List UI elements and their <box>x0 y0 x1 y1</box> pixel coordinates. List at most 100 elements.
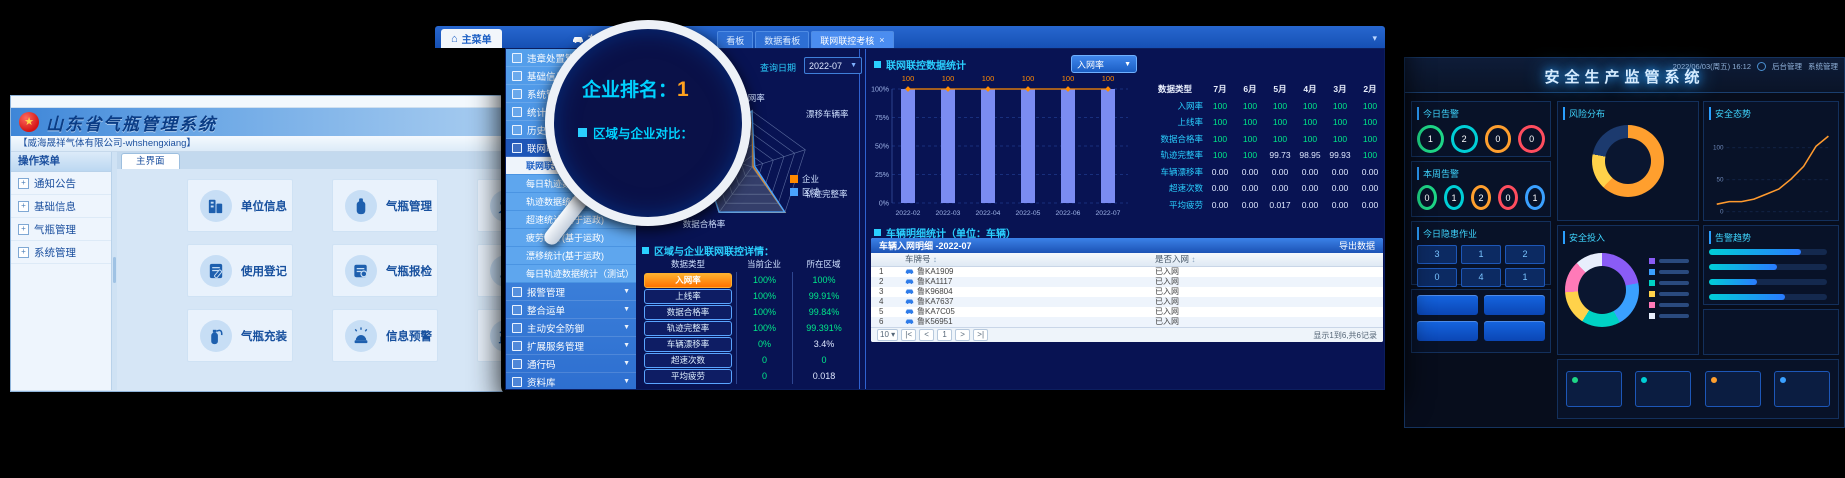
left-app-content: 单位信息 气瓶管理 使用登记 气瓶报检 气瓶充装 信息预警 <box>117 169 508 390</box>
month-col-header: 2月 <box>1363 84 1377 94</box>
center-sidebar-item-7[interactable]: 整合运单 ▼ <box>506 301 636 319</box>
center-sidebar-item-6[interactable]: 报警管理 ▼ <box>506 283 636 301</box>
vehicle-row-5[interactable]: 6 鲁K56951 已入网 <box>871 317 1383 327</box>
work-tile-1[interactable]: 1 <box>1461 245 1501 264</box>
top-tab-1[interactable]: 数据看板 <box>755 31 810 48</box>
expand-plus-icon[interactable]: + <box>18 200 29 212</box>
legend-color-icon <box>1649 301 1655 308</box>
tab-main-menu[interactable]: ⌂ 主菜单 <box>441 29 502 48</box>
hbar-0 <box>1709 249 1801 255</box>
metric-pill[interactable]: 轨迹完整率 <box>644 320 732 336</box>
metric-pill[interactable]: 入网率 <box>644 272 732 288</box>
work-tile-5[interactable]: 1 <box>1505 268 1545 287</box>
metric-pill[interactable]: 上线率 <box>644 288 732 304</box>
register-icon <box>200 254 232 287</box>
svg-text:100: 100 <box>982 74 995 83</box>
right-app-menu[interactable]: 系统管理 <box>1808 62 1838 71</box>
feature-card-0[interactable]: 单位信息 <box>187 179 293 232</box>
center-sidebar-item-label: 联网联控 <box>527 143 566 155</box>
feature-card-1[interactable]: 气瓶管理 <box>332 179 438 232</box>
feature-card-5[interactable]: 信息预警 <box>332 309 438 362</box>
center-sidebar-subitem-5-6[interactable]: 每日轨迹数据统计（测试） <box>506 265 636 283</box>
hbar-track-0 <box>1709 249 1827 255</box>
stat-chip-0[interactable] <box>1565 371 1622 407</box>
center-sidebar-item-11[interactable]: 资料库 ▼ <box>506 373 636 389</box>
vehicle-row-1[interactable]: 2 鲁KA1117 已入网 <box>871 277 1383 287</box>
feature-card-2[interactable]: 使用登记 <box>187 244 293 297</box>
alarm-ring-1: 2 <box>1450 125 1478 153</box>
metric-pill[interactable]: 数据合格率 <box>644 304 732 320</box>
last-page-button[interactable]: >| <box>973 329 989 341</box>
cylinder-icon <box>345 189 377 222</box>
month-value: 0.00 <box>1271 183 1289 193</box>
expand-plus-icon[interactable]: + <box>18 177 29 189</box>
metric-pill[interactable]: 平均疲劳 <box>644 368 732 384</box>
legend-row-0 <box>1649 257 1689 264</box>
feature-card-3[interactable]: 气瓶报检 <box>332 244 438 297</box>
company-value: 100% <box>736 320 792 336</box>
row-number: 1 <box>879 267 884 276</box>
network-status: 已入网 <box>1155 267 1179 276</box>
current-page[interactable]: 1 <box>937 329 953 341</box>
center-sidebar-item-10[interactable]: 通行码 ▼ <box>506 355 636 373</box>
prev-page-button[interactable]: < <box>919 329 935 341</box>
metric-pill[interactable]: 超速次数 <box>644 352 732 368</box>
month-value: 100 <box>1272 133 1288 144</box>
page-size-select[interactable]: 10 ▾ <box>877 329 899 341</box>
export-button[interactable]: 导出数据 <box>1338 241 1375 251</box>
vehicle-row-2[interactable]: 3 鲁K96804 已入网 <box>871 287 1383 297</box>
next-page-button[interactable]: > <box>955 329 971 341</box>
svg-text:50%: 50% <box>875 144 889 151</box>
vehicle-row-3[interactable]: 4 鲁KA7637 已入网 <box>871 297 1383 307</box>
center-sidebar-subitem-5-4[interactable]: 疲劳统计(基于运政) <box>506 229 636 247</box>
center-sidebar-subitem-5-5[interactable]: 漂移统计(基于运政) <box>506 247 636 265</box>
svg-text:25%: 25% <box>875 172 889 179</box>
first-page-button[interactable]: |< <box>901 329 917 341</box>
plate-col-header[interactable]: 车牌号 ↕ <box>897 253 1147 267</box>
expand-plus-icon[interactable]: + <box>18 223 29 235</box>
vehicle-row-4[interactable]: 5 鲁KA7C05 已入网 <box>871 307 1383 317</box>
sidebar-item-3[interactable]: + 系统管理 <box>11 241 111 264</box>
divider-handle[interactable] <box>113 257 116 283</box>
top-tab-2[interactable]: 联网联控考核 × <box>811 31 894 48</box>
status-col-header[interactable]: 是否入网 ↕ <box>1147 253 1383 267</box>
quick-tile-3[interactable] <box>1484 321 1545 341</box>
quick-tile-2[interactable] <box>1417 321 1478 341</box>
month-value: 0.00 <box>1211 166 1229 177</box>
month-value: 0.00 <box>1361 199 1379 210</box>
feature-card-4[interactable]: 气瓶充装 <box>187 309 293 362</box>
vehicle-table-titlebar: 车辆入网明细 -2022-07 导出数据 <box>871 238 1383 253</box>
work-tile-3[interactable]: 0 <box>1417 268 1457 287</box>
quick-tile-0[interactable] <box>1417 295 1478 315</box>
tab-main-view[interactable]: 主界面 <box>121 153 180 169</box>
sidebar-item-2[interactable]: + 气瓶管理 <box>11 218 111 241</box>
center-sidebar-item-8[interactable]: 主动安全防御 ▼ <box>506 319 636 337</box>
sidebar-divider[interactable] <box>112 152 117 390</box>
work-tile-0[interactable]: 3 <box>1417 245 1457 264</box>
query-date-select[interactable]: 2022-07 ▼ <box>804 57 862 74</box>
stat-chip-3[interactable] <box>1774 371 1831 407</box>
top-tab-0[interactable]: 看板 <box>717 31 754 48</box>
center-sidebar-item-9[interactable]: 扩展服务管理 ▼ <box>506 337 636 355</box>
sidebar-item-0[interactable]: + 通知公告 <box>11 172 111 195</box>
center-sidebar-item-label: 通行码 <box>527 359 556 371</box>
sort-icon[interactable]: ↕ <box>932 255 937 264</box>
risk-donut <box>1592 125 1664 197</box>
stat-chip-1[interactable] <box>1635 371 1692 407</box>
stat-chip-2[interactable] <box>1704 371 1761 407</box>
vehicle-row-0[interactable]: 1 鲁KA1909 已入网 <box>871 267 1383 277</box>
right-app-user[interactable]: 后台管理 <box>1772 62 1802 71</box>
sidebar-item-1[interactable]: + 基础信息 <box>11 195 111 218</box>
metric-select[interactable]: 入网率 ▼ <box>1071 55 1137 73</box>
close-icon[interactable]: × <box>879 35 885 45</box>
metric-pill[interactable]: 车辆漂移率 <box>644 336 732 352</box>
month-value: 0.00 <box>1361 183 1379 193</box>
sort-icon[interactable]: ↕ <box>1191 255 1196 264</box>
work-tile-4[interactable]: 4 <box>1461 268 1501 287</box>
quick-tile-1[interactable] <box>1484 295 1545 315</box>
filling-icon <box>200 319 232 352</box>
work-tile-2[interactable]: 2 <box>1505 245 1545 264</box>
expand-plus-icon[interactable]: + <box>18 246 29 258</box>
tab-list-icon[interactable]: ▾ <box>1372 33 1377 43</box>
svg-text:100: 100 <box>1102 74 1115 83</box>
